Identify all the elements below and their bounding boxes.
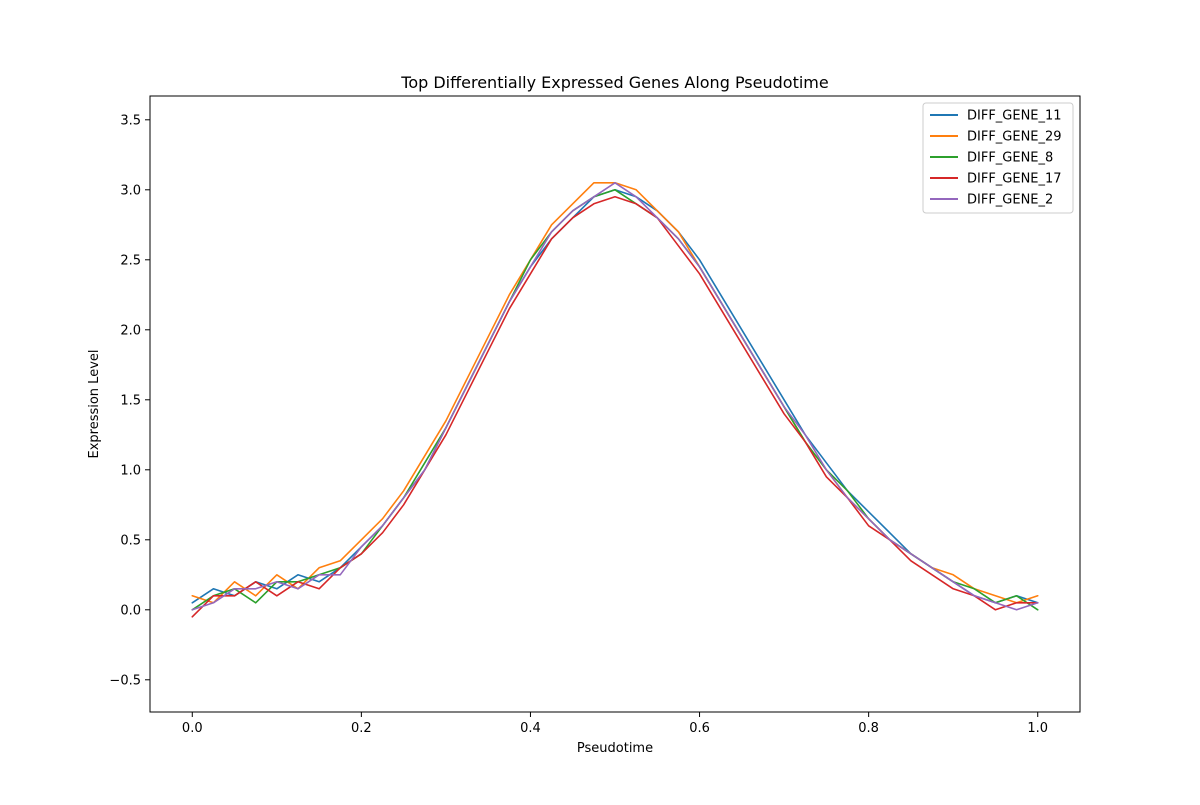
x-axis: 0.0 0.2 0.4 0.6 0.8 1.0: [182, 712, 1048, 736]
y-tick-label: 2.5: [120, 253, 141, 268]
y-tick-label: 1.5: [120, 393, 141, 408]
y-tick-label: 0.0: [120, 603, 141, 618]
y-axis-label: Expression Level: [87, 349, 102, 458]
legend-label: DIFF_GENE_2: [967, 193, 1053, 208]
x-tick-label: 0.0: [182, 721, 203, 736]
y-tick-label: 1.0: [120, 463, 141, 478]
series-line-diff-gene-2: [191, 182, 1039, 611]
legend-label: DIFF_GENE_8: [967, 151, 1053, 166]
legend-box: [922, 102, 1074, 214]
x-tick-label: 0.6: [689, 721, 710, 736]
legend-label: DIFF_GENE_17: [967, 172, 1062, 187]
y-tick-label: −0.5: [109, 673, 141, 688]
legend-label: DIFF_GENE_29: [967, 130, 1062, 145]
legend-label: DIFF_GENE_11: [967, 109, 1062, 124]
x-tick-label: 0.4: [520, 721, 541, 736]
y-tick-label: 0.5: [120, 533, 141, 548]
chart-title: Top Differentially Expressed Genes Along…: [400, 73, 828, 92]
series-layer: [191, 182, 1039, 618]
y-tick-label: 2.0: [120, 323, 141, 338]
plot-frame: [149, 95, 1081, 713]
x-axis-label: Pseudotime: [577, 741, 653, 756]
x-tick-label: 0.2: [351, 721, 372, 736]
x-tick-label: 0.8: [858, 721, 879, 736]
legend: DIFF_GENE_11 DIFF_GENE_29 DIFF_GENE_8 DIFF_…: [922, 102, 1074, 214]
y-tick-label: 3.5: [120, 113, 141, 128]
x-tick-label: 1.0: [1027, 721, 1048, 736]
y-tick-label: 3.0: [120, 183, 141, 198]
y-axis: −0.5 0.0 0.5 1.0 1.5 2.0 2.5 3.0 3.5: [109, 113, 150, 688]
